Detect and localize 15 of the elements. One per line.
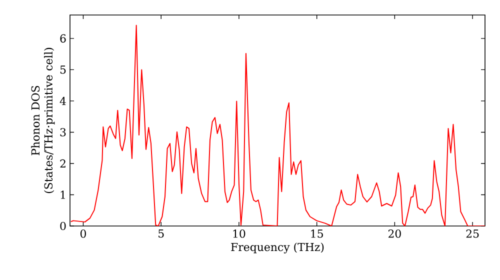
- x-tick-label: 10: [233, 230, 246, 238]
- y-tick-label: 5: [60, 66, 66, 74]
- y-tick-label: 2: [60, 159, 66, 168]
- y-axis-title: Phonon DOS (States/THz·primitive cell): [31, 48, 55, 194]
- x-axis-title: Frequency (THz): [231, 242, 324, 254]
- x-tick-label: 20: [388, 230, 401, 238]
- x-tick-label: 25: [466, 230, 479, 238]
- y-tick-label: 1: [60, 190, 65, 199]
- y-tick-label: 0: [60, 222, 66, 230]
- y-tick-label: 6: [60, 34, 66, 43]
- x-tick-label: 15: [311, 230, 323, 238]
- y-tick-label: 3: [60, 128, 66, 136]
- x-tick-label: 0: [80, 230, 86, 238]
- x-tick-label: 5: [158, 230, 164, 238]
- y-tick-label: 4: [60, 96, 66, 106]
